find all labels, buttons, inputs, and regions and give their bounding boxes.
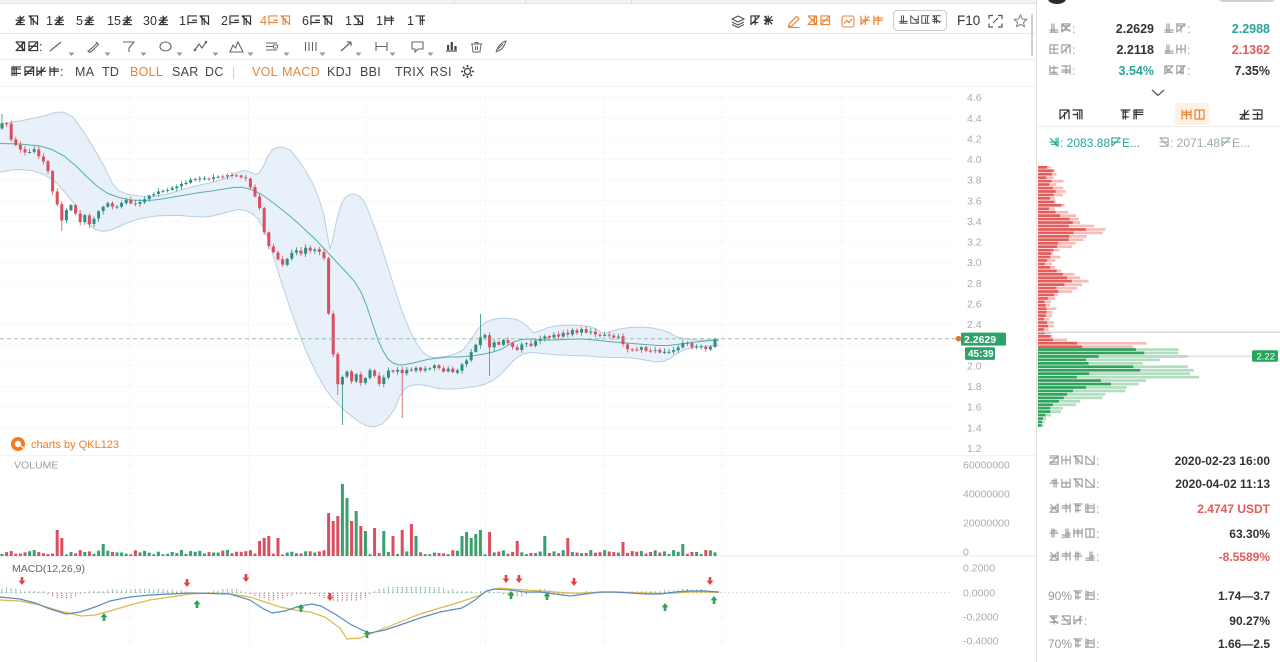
svg-text:4.6: 4.6 xyxy=(967,92,982,104)
svg-text:MACD(12,26,9): MACD(12,26,9) xyxy=(12,563,85,575)
svg-text:3.6: 3.6 xyxy=(967,195,982,207)
svg-text:-0.2000: -0.2000 xyxy=(963,612,999,624)
svg-text:4.4: 4.4 xyxy=(967,113,982,125)
svg-text:2.22: 2.22 xyxy=(1257,351,1276,362)
svg-text:3.0: 3.0 xyxy=(967,257,982,269)
svg-text:60000000: 60000000 xyxy=(963,460,1010,472)
svg-text:-0.4000: -0.4000 xyxy=(963,636,999,648)
svg-text:2.2629: 2.2629 xyxy=(964,334,996,346)
svg-text:4.2: 4.2 xyxy=(967,134,982,146)
svg-text:0.2000: 0.2000 xyxy=(963,563,995,575)
svg-text:45:39: 45:39 xyxy=(968,349,994,360)
svg-text:3.2: 3.2 xyxy=(967,237,982,249)
svg-text:3.4: 3.4 xyxy=(967,216,982,228)
svg-text:40000000: 40000000 xyxy=(963,489,1010,501)
svg-text:charts by QKL123: charts by QKL123 xyxy=(31,439,119,451)
svg-text:0.0000: 0.0000 xyxy=(963,587,995,599)
svg-text:2.8: 2.8 xyxy=(967,278,982,290)
svg-text:2.6: 2.6 xyxy=(967,299,982,311)
svg-text:1.2: 1.2 xyxy=(967,443,982,455)
svg-text:0: 0 xyxy=(963,547,969,559)
svg-text:4.0: 4.0 xyxy=(967,154,982,166)
svg-text:1.8: 1.8 xyxy=(967,381,982,393)
svg-text:VOLUME: VOLUME xyxy=(14,460,58,472)
svg-text:2.4: 2.4 xyxy=(967,319,982,331)
svg-text:20000000: 20000000 xyxy=(963,518,1010,530)
svg-text:1.4: 1.4 xyxy=(967,422,982,434)
svg-text:2.0: 2.0 xyxy=(967,360,982,372)
svg-text:3.8: 3.8 xyxy=(967,175,982,187)
svg-text:1.6: 1.6 xyxy=(967,402,982,414)
